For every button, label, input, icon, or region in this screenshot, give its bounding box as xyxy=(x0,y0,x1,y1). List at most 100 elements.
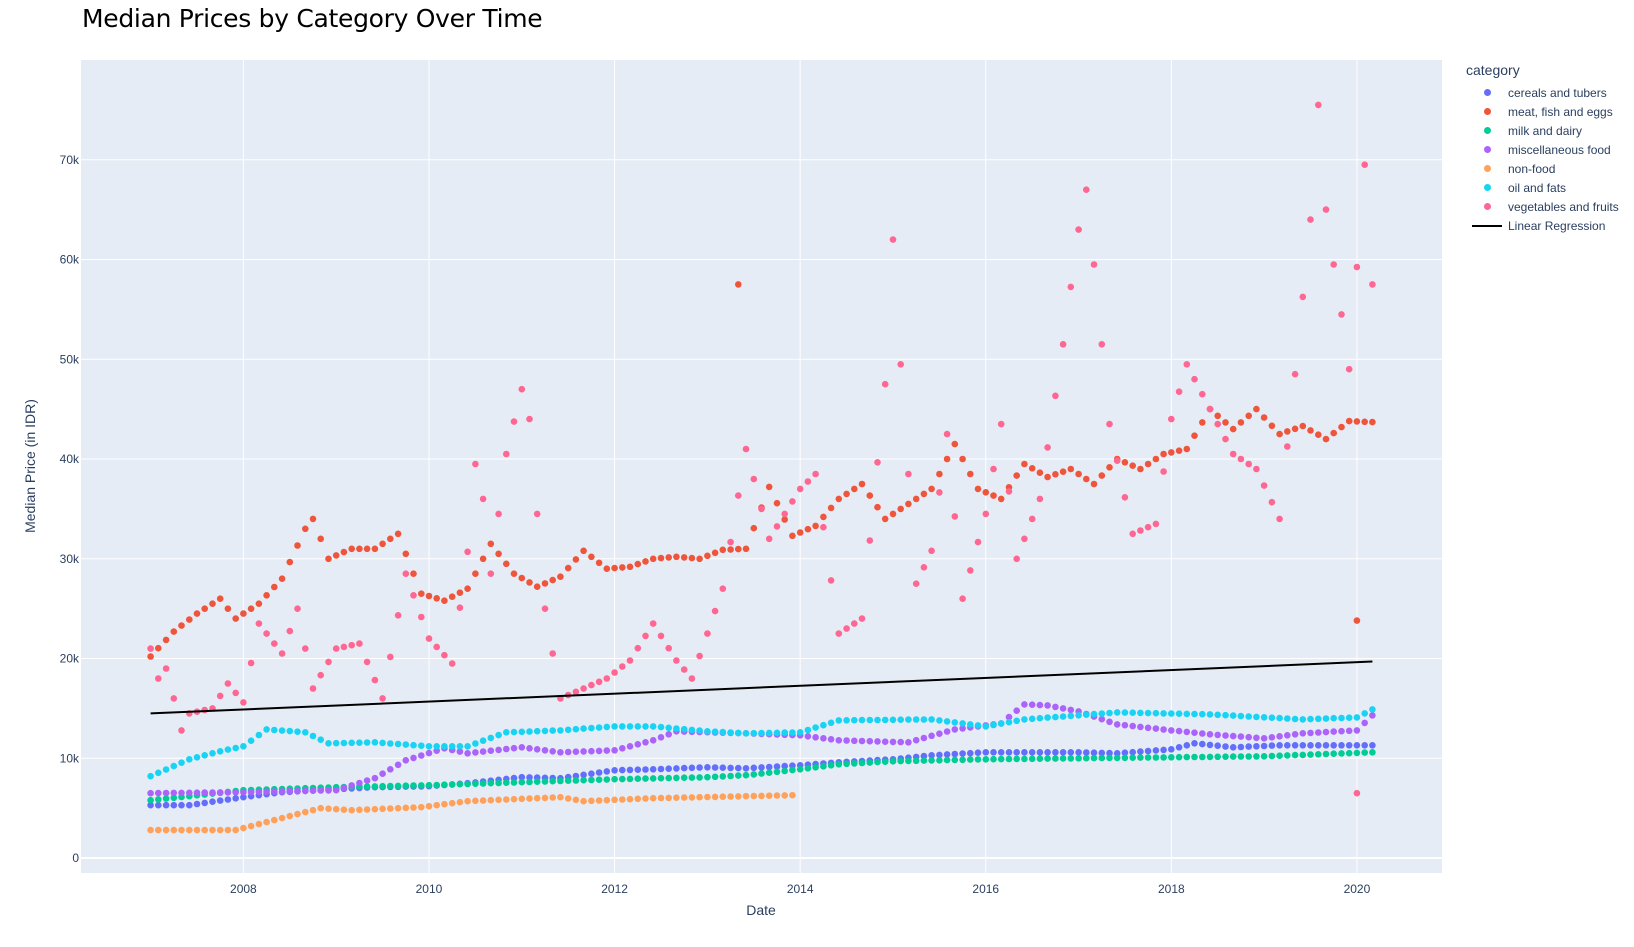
data-point xyxy=(1152,725,1160,732)
data-point xyxy=(572,796,580,804)
legend-item[interactable]: non-food xyxy=(1466,159,1631,178)
data-point xyxy=(464,743,471,750)
data-point xyxy=(858,615,866,622)
data-point xyxy=(967,567,974,574)
legend-item[interactable]: oil and fats xyxy=(1466,178,1631,197)
legend-item[interactable]: meat, fish and eggs xyxy=(1466,102,1631,121)
data-point xyxy=(1106,464,1113,471)
data-point xyxy=(1044,749,1051,756)
legend-label: miscellaneous food xyxy=(1508,142,1611,157)
y-axis-title: Median Price (in IDR) xyxy=(22,399,38,533)
data-point xyxy=(1191,753,1198,761)
legend-marker-icon xyxy=(1466,102,1508,121)
data-point xyxy=(920,716,928,723)
data-point xyxy=(1191,375,1198,383)
data-point xyxy=(835,717,843,724)
data-point xyxy=(1021,749,1028,756)
data-point xyxy=(178,789,185,797)
data-point xyxy=(1353,727,1361,734)
legend-items: cereals and tubers meat, fish and eggs mil… xyxy=(1466,83,1631,235)
data-point xyxy=(1199,740,1206,748)
data-point xyxy=(348,739,356,747)
series-non-food xyxy=(147,791,796,834)
data-point xyxy=(1307,751,1314,758)
data-point xyxy=(820,735,827,742)
data-point xyxy=(773,792,781,799)
data-point xyxy=(356,779,363,787)
legend-item[interactable]: Linear Regression xyxy=(1466,216,1631,235)
data-point xyxy=(680,774,688,781)
regression-line xyxy=(150,660,1373,715)
data-point xyxy=(928,716,935,723)
data-point xyxy=(410,782,417,789)
data-point xyxy=(959,750,966,757)
data-point xyxy=(155,796,162,803)
data-point xyxy=(727,772,734,780)
data-point xyxy=(379,695,386,702)
data-point xyxy=(619,745,626,752)
data-point xyxy=(1229,712,1237,719)
data-point xyxy=(1067,283,1075,291)
data-point xyxy=(851,620,858,627)
data-point xyxy=(649,766,657,773)
data-point xyxy=(162,801,170,809)
data-point xyxy=(1229,753,1237,760)
legend-marker-icon xyxy=(1466,121,1508,140)
data-point xyxy=(820,523,827,531)
data-point xyxy=(943,430,951,438)
data-point xyxy=(595,797,603,804)
data-point xyxy=(1237,733,1245,740)
data-point xyxy=(974,722,982,729)
data-point xyxy=(1338,750,1345,757)
data-point xyxy=(425,743,433,750)
data-point xyxy=(804,765,812,772)
x-tick-label: 2020 xyxy=(1344,882,1371,896)
data-point xyxy=(1160,726,1167,733)
data-point xyxy=(572,688,580,696)
data-point xyxy=(1361,161,1368,168)
data-point xyxy=(1276,430,1283,438)
data-point xyxy=(564,564,572,572)
data-point xyxy=(209,798,216,805)
data-point xyxy=(1075,226,1082,233)
data-point xyxy=(696,764,703,771)
data-point xyxy=(758,764,765,771)
data-point xyxy=(611,669,618,676)
data-point xyxy=(974,538,982,546)
data-point xyxy=(673,765,680,772)
data-point xyxy=(866,492,874,499)
data-point xyxy=(742,545,750,553)
data-point xyxy=(170,801,178,809)
data-point xyxy=(418,613,425,621)
data-point xyxy=(1121,459,1129,466)
legend-item[interactable]: vegetables and fruits xyxy=(1466,197,1631,216)
data-point xyxy=(1338,311,1345,318)
data-point xyxy=(518,728,526,736)
data-point xyxy=(317,535,325,543)
data-point xyxy=(704,728,711,735)
data-point xyxy=(1268,714,1276,721)
data-point xyxy=(557,777,564,785)
data-point xyxy=(410,570,417,577)
data-point xyxy=(325,555,332,563)
data-point xyxy=(518,574,526,582)
data-point xyxy=(557,573,564,580)
data-point xyxy=(271,816,278,824)
data-point xyxy=(170,628,178,635)
legend-item[interactable]: miscellaneous food xyxy=(1466,140,1631,159)
data-point xyxy=(1044,702,1051,709)
data-point xyxy=(711,728,719,735)
legend-item[interactable]: cereals and tubers xyxy=(1466,83,1631,102)
data-point xyxy=(1183,710,1191,718)
data-point xyxy=(193,789,201,796)
data-point xyxy=(990,749,997,756)
data-point xyxy=(804,478,812,485)
data-point xyxy=(912,736,920,744)
data-point xyxy=(240,793,247,801)
data-point xyxy=(425,781,433,789)
data-point xyxy=(1075,749,1082,756)
data-point xyxy=(1206,711,1214,718)
data-point xyxy=(147,801,154,809)
legend-item[interactable]: milk and dairy xyxy=(1466,121,1631,140)
